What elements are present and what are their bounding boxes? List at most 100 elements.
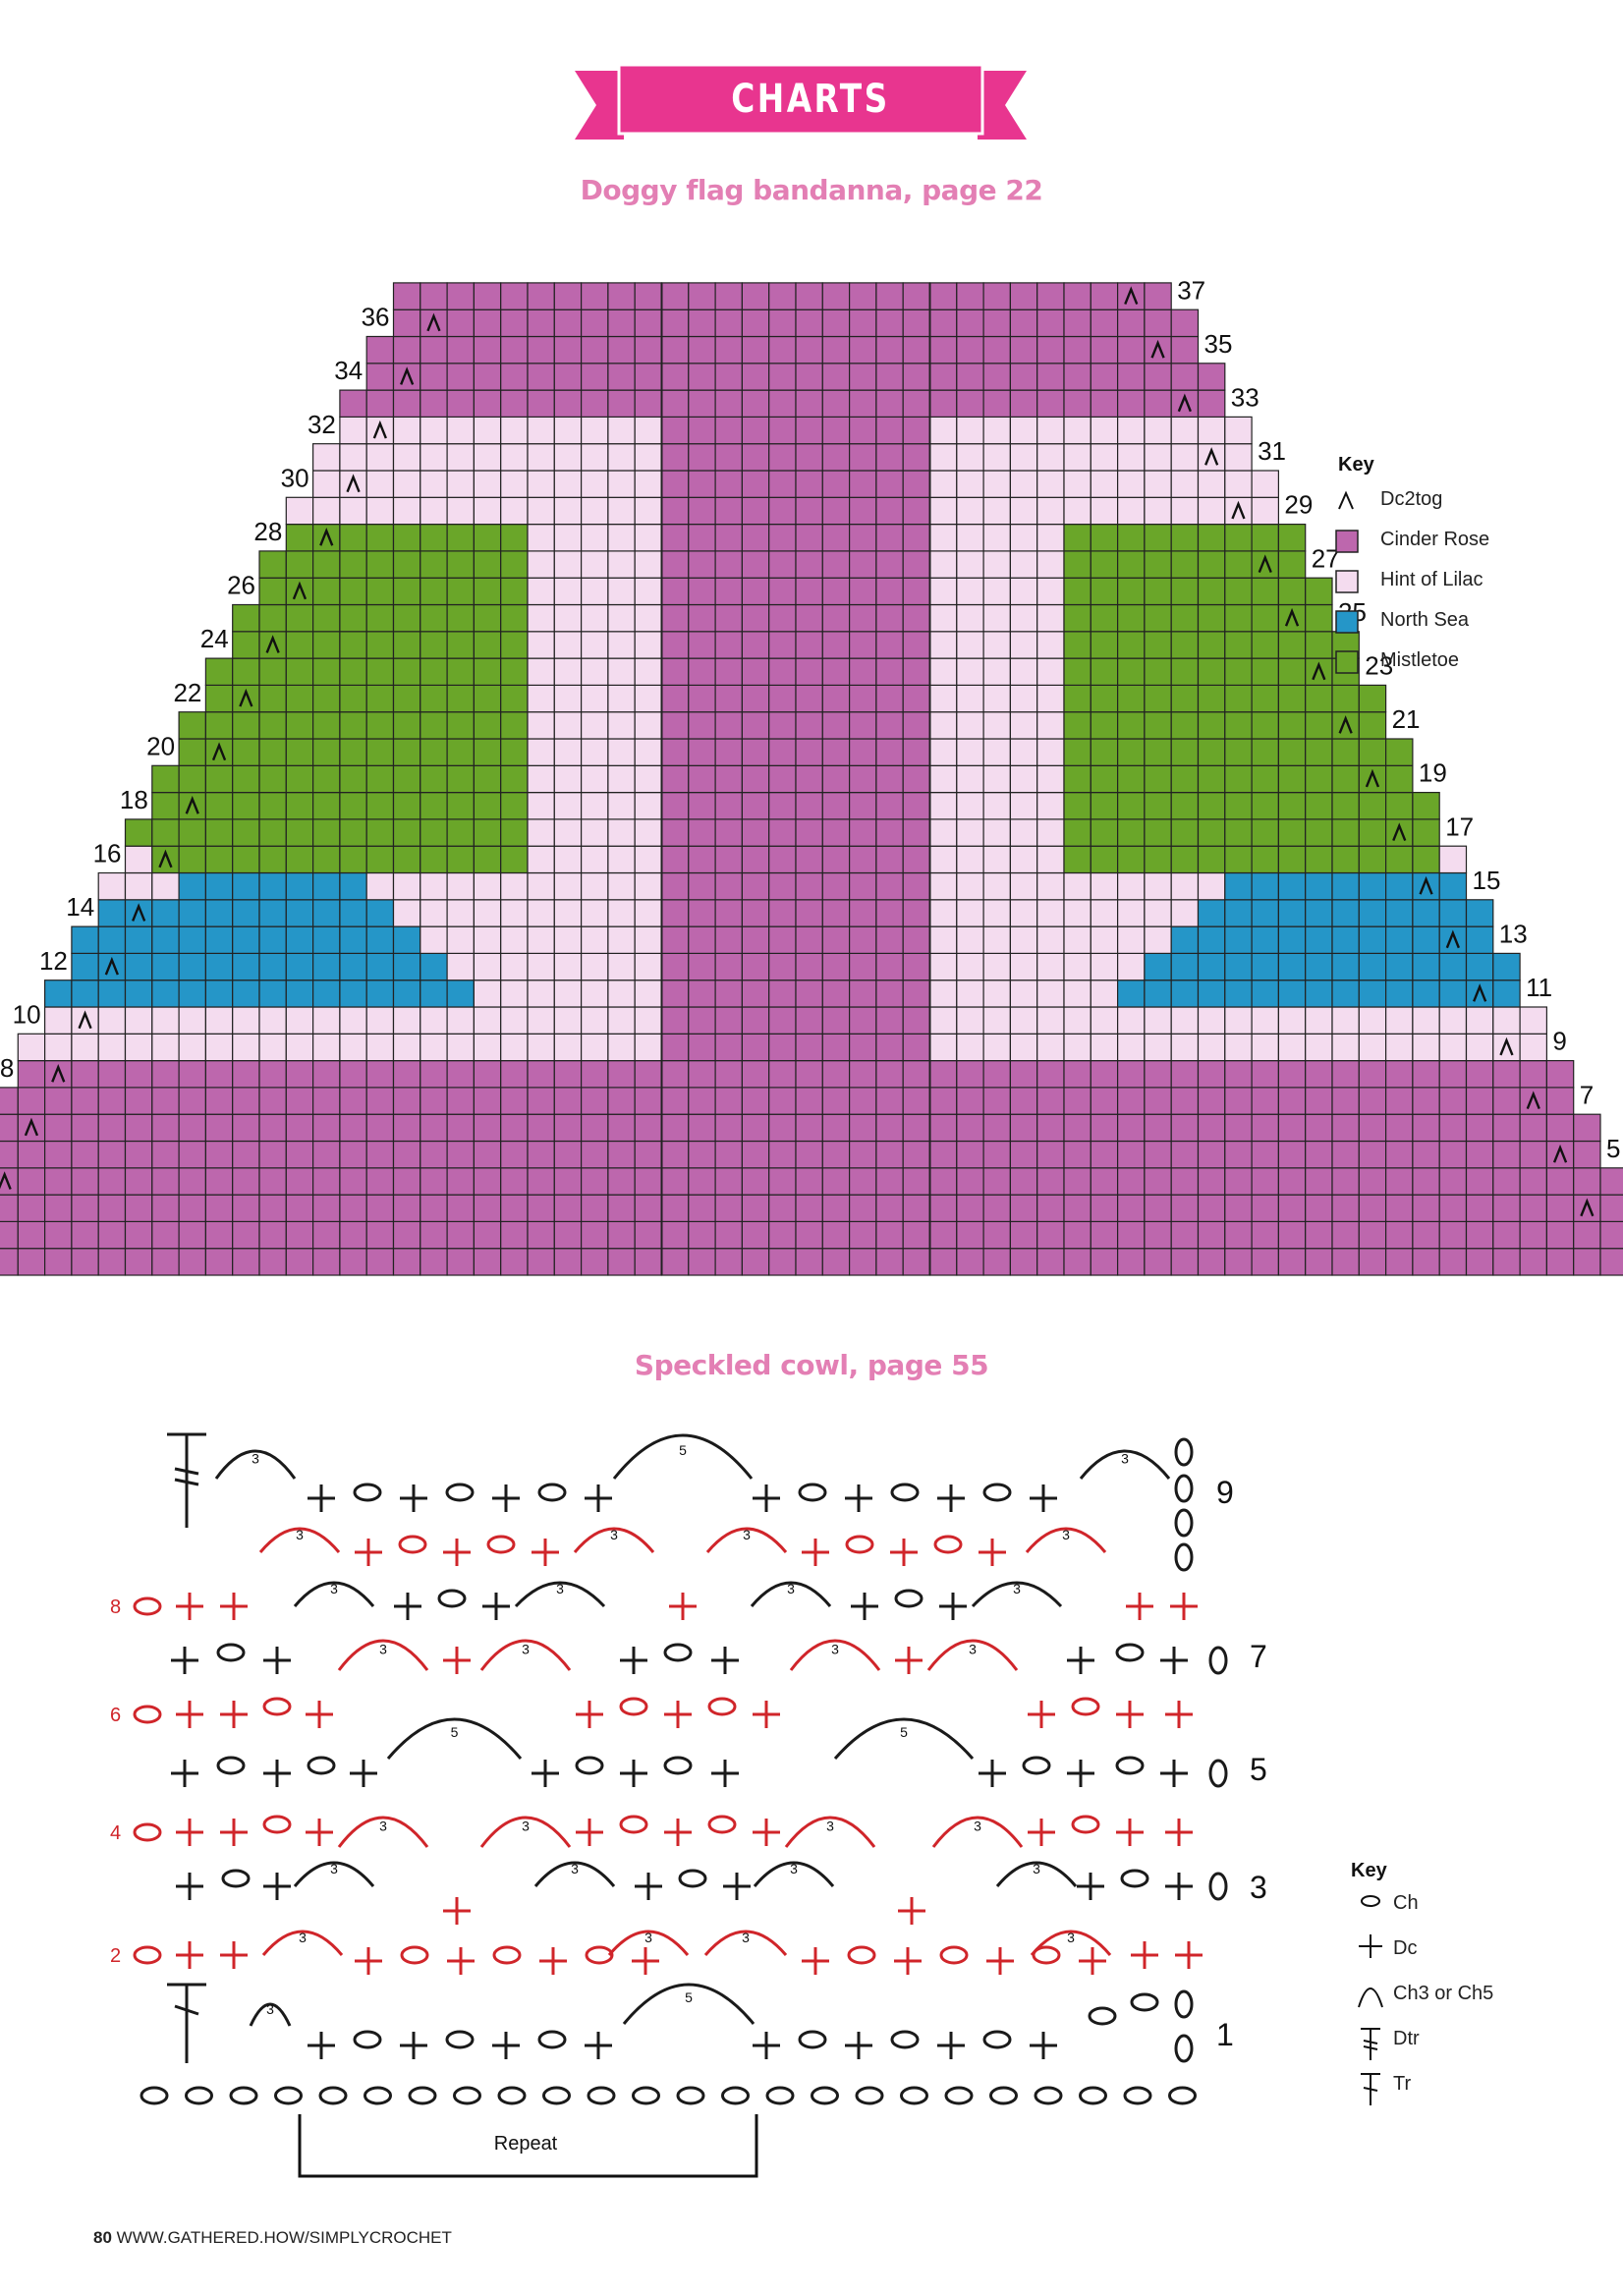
arch-count: 5 xyxy=(679,1442,687,1458)
bandana-cell xyxy=(204,980,234,1008)
bandana-cell xyxy=(420,1033,448,1062)
bandana-cell xyxy=(392,899,421,927)
bandana-cell xyxy=(607,1113,636,1143)
bandana-cell xyxy=(473,1194,502,1222)
bandana-cell xyxy=(232,1140,260,1169)
foundation-ch xyxy=(453,2086,481,2105)
bandana-cell xyxy=(741,1113,770,1143)
ch-symbol xyxy=(398,1535,427,1554)
bandana-cell xyxy=(473,1140,502,1169)
bandana-cell xyxy=(741,925,770,954)
bandana-cell xyxy=(1036,1194,1065,1222)
bandana-cell xyxy=(1384,1033,1414,1062)
bandana-cell xyxy=(660,925,690,954)
bandana-chart-title: Doggy flag bandanna, page 22 xyxy=(580,174,1043,206)
key-label-dtr: Dtr xyxy=(1393,2028,1420,2049)
bandana-cell xyxy=(1412,1006,1440,1035)
bandana-cell xyxy=(1277,1220,1307,1250)
banner-title: CHARTS xyxy=(731,77,890,122)
bandana-cell xyxy=(365,1059,395,1089)
bandana-cell xyxy=(660,899,690,927)
ch-symbol xyxy=(1130,1992,1159,2012)
bandana-cell xyxy=(1197,1059,1226,1089)
bandana-cell xyxy=(178,1113,207,1143)
bandana-cell xyxy=(768,1140,797,1169)
row-label-right: 7 xyxy=(1250,1639,1267,1674)
foundation-ch xyxy=(1034,2086,1063,2105)
bandana-cell xyxy=(688,925,716,954)
foundation-ch xyxy=(229,2086,258,2105)
bandana-row-15: 15 xyxy=(97,866,1500,901)
key-label-ch3-ch5: Ch3 or Ch5 xyxy=(1393,1983,1494,2004)
bandana-cell xyxy=(821,899,851,927)
repeat-label: Repeat xyxy=(494,2133,558,2155)
bandana-cell xyxy=(43,1006,73,1035)
foundation-ch xyxy=(721,2086,750,2105)
bandana-cell xyxy=(1305,899,1333,927)
bandana-cell xyxy=(124,1006,153,1035)
dc2tog-icon xyxy=(1499,1036,1514,1056)
bandana-cell xyxy=(741,1087,770,1115)
bandana-cell xyxy=(312,1087,341,1115)
arch-key-icon xyxy=(1358,1988,1383,2008)
ch-symbol xyxy=(1208,1759,1228,1788)
dc2tog-mark xyxy=(1473,983,1487,1002)
bandana-cell xyxy=(204,1087,234,1115)
bandana-cell xyxy=(500,980,529,1008)
dc2tog-mark xyxy=(104,956,119,976)
row-label-left: 6 xyxy=(110,1705,121,1726)
bandana-cell xyxy=(688,1033,716,1062)
bandana-cell xyxy=(982,1248,1011,1276)
bandana-cell xyxy=(178,925,207,954)
bandana-cell xyxy=(1090,1087,1119,1115)
bandana-cell xyxy=(1063,1087,1091,1115)
bandana-cell xyxy=(527,1167,555,1196)
dc2tog-mark xyxy=(51,1064,66,1083)
bandana-cell xyxy=(43,1140,73,1169)
banner-tail-left xyxy=(575,71,624,140)
arch-count: 5 xyxy=(685,1989,693,2005)
bandana-cell xyxy=(768,1248,797,1276)
row-number: 7 xyxy=(1580,1080,1594,1109)
ch-symbol xyxy=(262,1697,292,1716)
row-label-left: 8 xyxy=(110,1596,121,1618)
bandana-cell xyxy=(1573,1140,1601,1169)
ch-symbol xyxy=(894,1589,923,1608)
cowl-stitches: 3 5 3 3 3 3 3 3 3 3 3 3 3 3 5 5 3 3 3 3 3 3 3 3 3 3 3 3 3 5 3 9 7 5 3 1 8 6 4 2… xyxy=(110,1432,1267,2178)
bandana-cell xyxy=(1384,1167,1414,1196)
bandana-cell xyxy=(607,1194,636,1222)
bandana-cell xyxy=(607,1033,636,1062)
foundation-ch xyxy=(900,2086,928,2105)
bandana-cell xyxy=(204,1220,234,1250)
bandana-cell xyxy=(124,1248,153,1276)
bandana-cell xyxy=(339,1033,367,1062)
bandana-cell xyxy=(500,1006,529,1035)
foundation-ch xyxy=(855,2086,884,2105)
bandana-cell xyxy=(1465,899,1494,927)
bandana-cell xyxy=(1465,1248,1494,1276)
bandana-cell xyxy=(1144,1167,1172,1196)
ch-symbol xyxy=(353,2030,382,2049)
arch-count: 3 xyxy=(252,1451,259,1467)
ch-symbol xyxy=(1115,1643,1145,1662)
bandana-cell xyxy=(204,1006,234,1035)
bandana-cell xyxy=(1412,1059,1440,1089)
bandana-cell xyxy=(500,1248,529,1276)
bandana-cell xyxy=(1384,925,1414,954)
bandana-cell xyxy=(1009,899,1038,927)
bandana-cell xyxy=(660,1194,690,1222)
ch-symbol xyxy=(1174,1542,1194,1572)
bandana-cell xyxy=(527,1248,555,1276)
bandana-cell xyxy=(1009,980,1038,1008)
bandana-cell xyxy=(1277,1167,1307,1196)
arch-count: 3 xyxy=(831,1642,839,1657)
bandana-row-14: 14 xyxy=(66,892,1494,927)
bandana-cell xyxy=(1412,1113,1440,1143)
ch-symbol xyxy=(133,1945,162,1965)
bandana-cell xyxy=(1358,925,1387,954)
bandana-cell xyxy=(982,1033,1011,1062)
bandana-cell xyxy=(902,1033,931,1062)
bandana-cell xyxy=(1116,1194,1146,1222)
bandana-cell xyxy=(795,952,823,981)
ch-symbol xyxy=(663,1643,693,1662)
